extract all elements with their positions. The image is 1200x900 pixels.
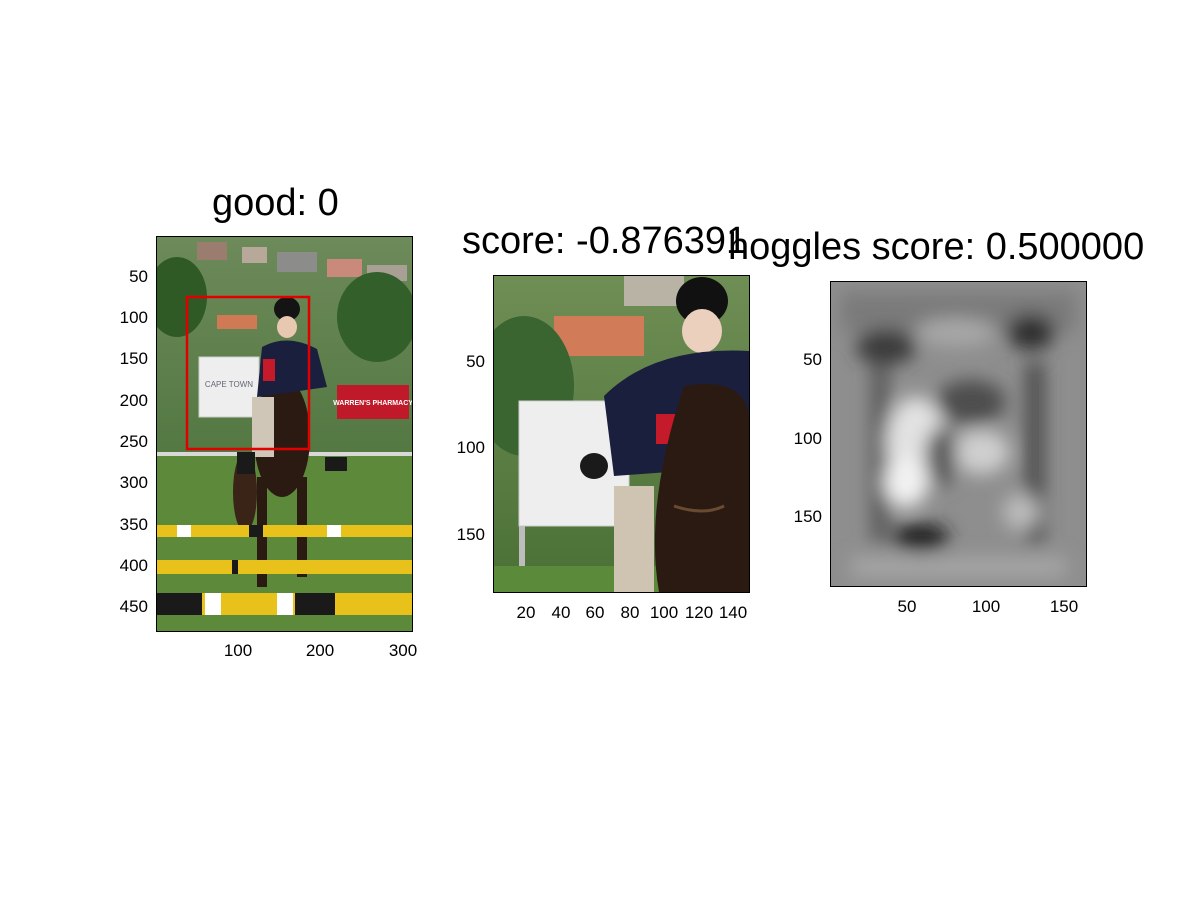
x-tick: 150 <box>1049 597 1079 616</box>
hoggles-visualization <box>831 282 1086 586</box>
x-tick: 40 <box>551 603 571 622</box>
x-tick: 20 <box>516 603 536 622</box>
x-tick: 140 <box>718 603 748 622</box>
panel-2-image <box>493 275 750 593</box>
panel-3-title: hoggles score: 0.500000 <box>728 226 1145 268</box>
y-tick: 200 <box>119 391 148 410</box>
x-tick: 300 <box>388 641 418 660</box>
x-tick: 120 <box>684 603 714 622</box>
x-tick: 100 <box>971 597 1001 616</box>
sign-right <box>337 385 409 419</box>
detection-box <box>185 295 311 451</box>
y-tick: 50 <box>466 352 485 371</box>
panel-3-image <box>830 281 1087 587</box>
y-tick: 250 <box>119 432 148 451</box>
sign-left <box>198 356 260 418</box>
y-tick: 300 <box>119 473 148 492</box>
y-tick: 450 <box>119 597 148 616</box>
y-tick: 100 <box>456 438 485 457</box>
x-tick: 80 <box>620 603 640 622</box>
y-tick: 100 <box>793 429 822 448</box>
x-tick: 60 <box>585 603 605 622</box>
y-tick: 50 <box>129 267 148 286</box>
panel-2-title: score: -0.876391 <box>462 220 748 262</box>
equestrian-photo: CAPE TOWN WARREN'S PHARMACY <box>157 237 412 631</box>
y-tick: 100 <box>119 308 148 327</box>
panel-1-title: good: 0 <box>212 182 339 224</box>
y-tick: 350 <box>119 515 148 534</box>
y-tick: 400 <box>119 556 148 575</box>
y-tick: 150 <box>456 525 485 544</box>
y-tick: 150 <box>119 349 148 368</box>
jump-poles <box>157 525 412 615</box>
sign-right-text: WARREN'S PHARMACY <box>333 400 412 407</box>
x-tick: 50 <box>897 597 917 616</box>
y-tick: 50 <box>803 350 822 369</box>
panel-1-image: CAPE TOWN WARREN'S PHARMACY <box>156 236 413 632</box>
cropped-rider-photo <box>494 276 749 592</box>
x-tick: 200 <box>305 641 335 660</box>
x-tick: 100 <box>649 603 679 622</box>
x-tick: 100 <box>223 641 253 660</box>
y-tick: 150 <box>793 507 822 526</box>
sign-left-text: CAPE TOWN <box>205 380 253 389</box>
